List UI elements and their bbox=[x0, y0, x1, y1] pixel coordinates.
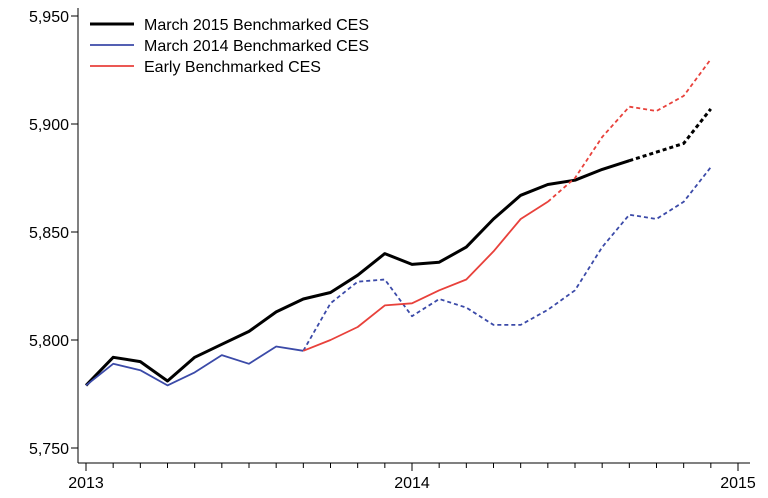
legend-label: Early Benchmarked CES bbox=[144, 59, 321, 76]
series-line-early-benchmarked-ces bbox=[302, 201, 549, 352]
x-tick-label: 2014 bbox=[394, 475, 430, 492]
series-line-march-2014-benchmarked-ces bbox=[85, 345, 304, 387]
y-tick-label: 5,950 bbox=[29, 9, 69, 26]
legend-label: March 2014 Benchmarked CES bbox=[144, 38, 369, 55]
y-tick-label: 5,750 bbox=[29, 441, 69, 458]
series-projection-line-series-1 bbox=[628, 107, 712, 163]
legend-label: March 2015 Benchmarked CES bbox=[144, 17, 369, 34]
y-tick-label: 5,900 bbox=[29, 117, 69, 134]
y-tick-label: 5,850 bbox=[29, 225, 69, 242]
series-line-march-2015-benchmarked-ces bbox=[84, 159, 630, 387]
x-tick-label: 2013 bbox=[68, 475, 104, 492]
y-tick-label: 5,800 bbox=[29, 333, 69, 350]
axes: 5,750 5,800 5,850 5,900 5,950 2013 2014 2015 bbox=[29, 8, 756, 492]
series-projection-line-series-5 bbox=[547, 58, 712, 203]
legend: March 2015 Benchmarked CES March 2014 Ben… bbox=[90, 17, 369, 76]
series-projection-line-series-3 bbox=[302, 166, 712, 352]
series-lines bbox=[84, 58, 712, 387]
x-tick-label: 2015 bbox=[720, 475, 756, 492]
